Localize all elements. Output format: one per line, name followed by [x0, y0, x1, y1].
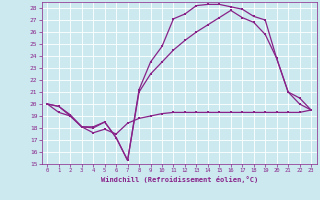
X-axis label: Windchill (Refroidissement éolien,°C): Windchill (Refroidissement éolien,°C) — [100, 176, 258, 183]
